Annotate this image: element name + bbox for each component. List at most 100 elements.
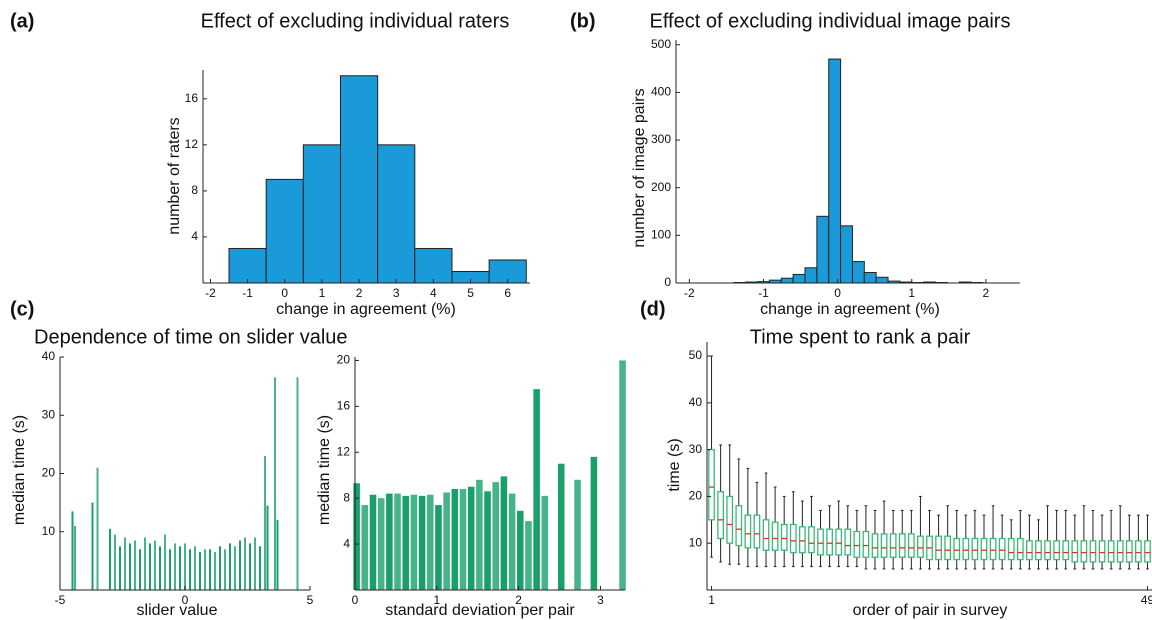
box: [880, 533, 888, 558]
bar: [189, 549, 191, 590]
x-tick-label: 0: [834, 286, 841, 300]
bar: [619, 360, 626, 590]
x-tick-label: 4: [430, 286, 437, 300]
x-tick-label: 49: [1141, 593, 1152, 607]
y-tick-label: 4: [343, 536, 350, 550]
box: [835, 528, 843, 556]
bar: [149, 543, 151, 590]
histogram-bar: [875, 276, 889, 284]
y-tick-label: 30: [42, 407, 56, 421]
y-axis-label: number of raters: [166, 117, 183, 234]
bar: [164, 534, 166, 590]
x-tick-label: 0: [182, 593, 189, 607]
box: [844, 528, 852, 556]
histogram-bar: [851, 261, 865, 284]
box: [917, 535, 924, 558]
bar: [296, 377, 299, 590]
x-tick-label: -1: [242, 286, 253, 300]
histogram-bar: [804, 267, 818, 284]
box: [962, 537, 970, 561]
histogram-bar: [840, 225, 853, 284]
histogram-bar: [228, 247, 267, 284]
bar: [249, 543, 251, 590]
panel-label: (d): [640, 298, 666, 320]
bar: [114, 534, 116, 590]
bar: [476, 479, 483, 590]
x-axis-label: slider value: [137, 602, 218, 619]
y-tick-label: 500: [651, 37, 671, 51]
bar: [492, 482, 499, 590]
y-tick-label: 16: [337, 399, 351, 413]
x-tick-label: -2: [684, 286, 695, 300]
bar: [154, 540, 156, 590]
box: [1044, 540, 1051, 561]
box: [771, 521, 779, 551]
bar: [276, 520, 279, 590]
x-tick-label: 1: [708, 593, 715, 607]
box: [898, 533, 906, 558]
bar: [274, 377, 276, 590]
box: [907, 533, 915, 558]
bar: [266, 505, 269, 590]
bar: [244, 537, 246, 590]
box: [735, 505, 743, 547]
box: [953, 537, 961, 561]
bar: [71, 511, 74, 590]
histogram-bar: [780, 277, 794, 284]
bar: [124, 537, 126, 590]
bar: [96, 467, 99, 590]
bar: [557, 463, 565, 590]
bar: [224, 549, 226, 590]
box: [744, 514, 752, 549]
bar: [386, 493, 393, 590]
panel-label: (b): [570, 10, 596, 32]
bar: [129, 543, 131, 590]
bar: [410, 494, 418, 590]
y-axis-label: number of image pairs: [631, 88, 648, 247]
box: [1116, 540, 1124, 563]
y-axis-label: median time (s): [316, 415, 333, 525]
bar: [199, 552, 201, 590]
box: [935, 535, 942, 561]
x-tick-label: 0: [281, 286, 288, 300]
bar: [119, 546, 121, 590]
bar: [443, 492, 450, 590]
bar: [159, 546, 161, 590]
x-tick-label: 2: [356, 286, 363, 300]
box: [1071, 540, 1079, 563]
bar: [264, 456, 266, 590]
bar: [234, 546, 236, 590]
panel-label: (a): [10, 10, 34, 32]
bar: [91, 502, 94, 590]
y-tick-label: 10: [689, 535, 703, 549]
x-tick-label: 1: [319, 286, 326, 300]
histogram-bar: [863, 272, 877, 284]
box: [871, 533, 879, 558]
box: [789, 523, 797, 554]
x-tick-label: -1: [758, 286, 769, 300]
bar: [204, 549, 206, 590]
box: [989, 537, 997, 561]
bar: [209, 549, 211, 590]
x-tick-label: 2: [983, 286, 990, 300]
histogram-bar: [828, 58, 842, 284]
y-tick-label: 50: [689, 348, 703, 362]
bar: [361, 505, 369, 590]
box: [1062, 540, 1070, 561]
x-axis-label: change in agreement (%): [760, 301, 940, 318]
box: [826, 528, 833, 556]
x-tick-label: 6: [504, 286, 511, 300]
bar: [179, 546, 181, 590]
bar: [139, 549, 141, 590]
bar: [134, 540, 136, 590]
y-tick-label: 20: [689, 489, 703, 503]
bar: [541, 495, 549, 590]
y-axis-label: median time (s): [11, 415, 28, 525]
bar: [184, 543, 186, 590]
box: [753, 514, 761, 549]
bar: [214, 552, 216, 590]
bar: [169, 549, 171, 590]
histogram-bar: [792, 273, 806, 284]
box: [1026, 540, 1033, 561]
